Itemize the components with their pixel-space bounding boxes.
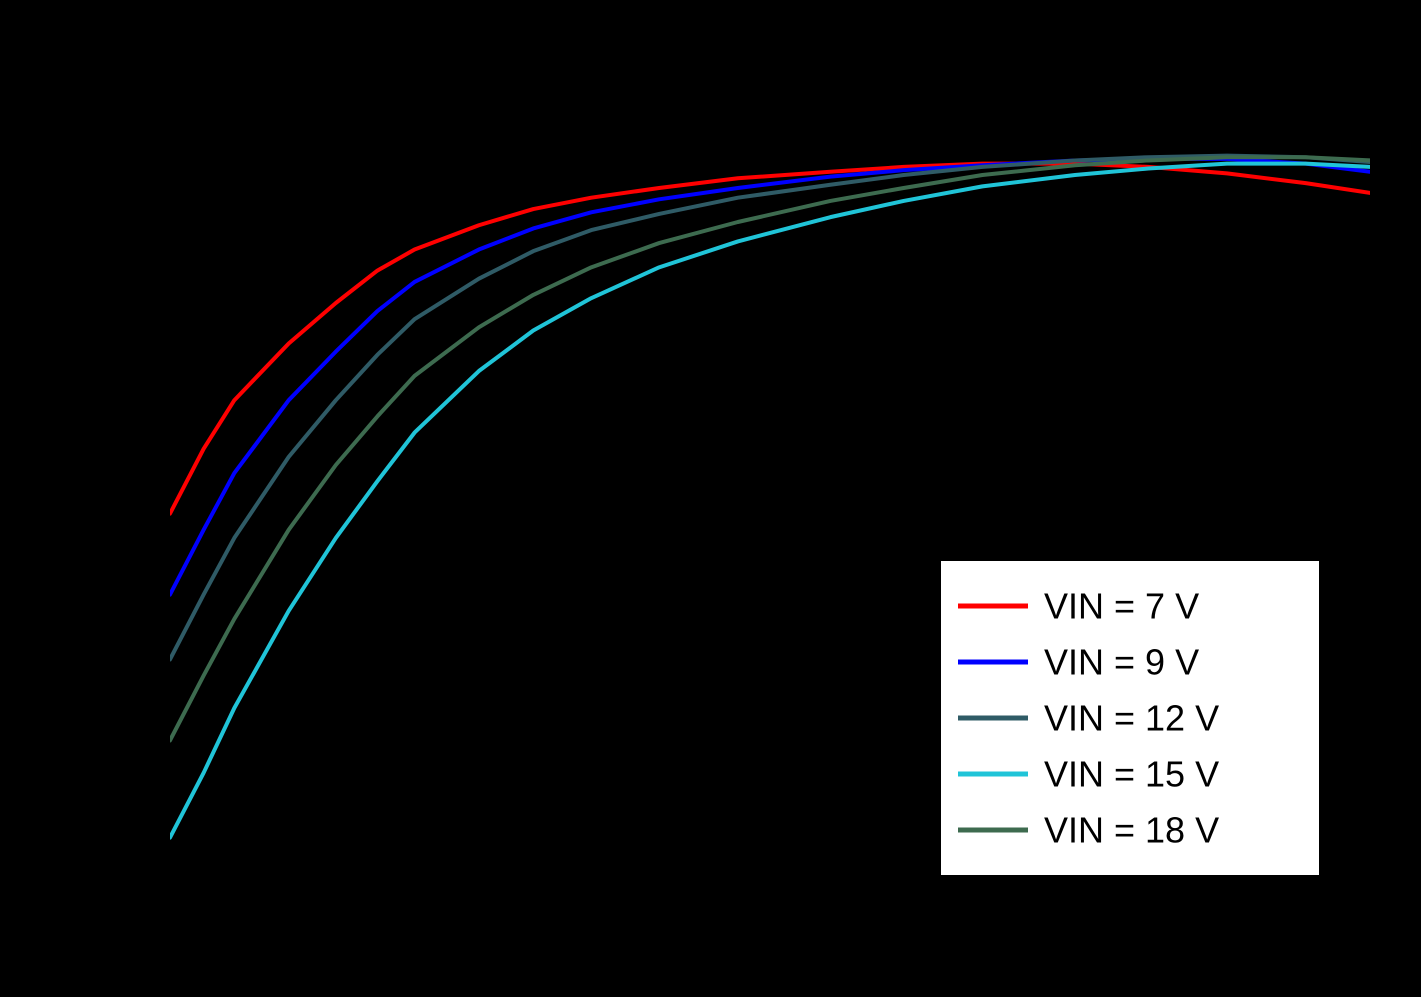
x-tick-label: 0.2 <box>398 881 431 908</box>
y-tick-label: 90 <box>129 209 156 236</box>
x-tick-label: 3 <box>1363 881 1376 908</box>
y-axis-label: Efficiency (%) <box>70 374 103 557</box>
x-tick-label: 0.1 <box>153 881 186 908</box>
x-axis-label: Output Current (A) <box>647 918 894 951</box>
y-tick-label: 100 <box>116 47 156 74</box>
legend-label: VIN = 18 V <box>1044 810 1219 851</box>
legend: VIN = 7 V VIN = 9 V VIN = 12 V VIN = 15 V VI… <box>940 560 1320 876</box>
x-tick-label: 0.3 <box>541 881 574 908</box>
x-tick-label: 2 <box>1220 881 1233 908</box>
legend-label: VIN = 7 V <box>1044 586 1199 627</box>
y-tick-label: 60 <box>129 695 156 722</box>
chart-svg: 0.1 0.2 0.3 0.5 1 2 3 50 60 70 80 90 100 Output Curre… <box>0 0 1421 997</box>
y-tick-label: 80 <box>129 371 156 398</box>
x-tick-label: 1 <box>976 881 989 908</box>
x-tick-label: 0.5 <box>721 881 754 908</box>
y-tick-label: 70 <box>129 533 156 560</box>
legend-label: VIN = 15 V <box>1044 754 1219 795</box>
efficiency-chart: 0.1 0.2 0.3 0.5 1 2 3 50 60 70 80 90 100 Output Curre… <box>0 0 1421 997</box>
y-tick-label: 50 <box>129 857 156 884</box>
legend-label: VIN = 9 V <box>1044 642 1199 683</box>
legend-label: VIN = 12 V <box>1044 698 1219 739</box>
